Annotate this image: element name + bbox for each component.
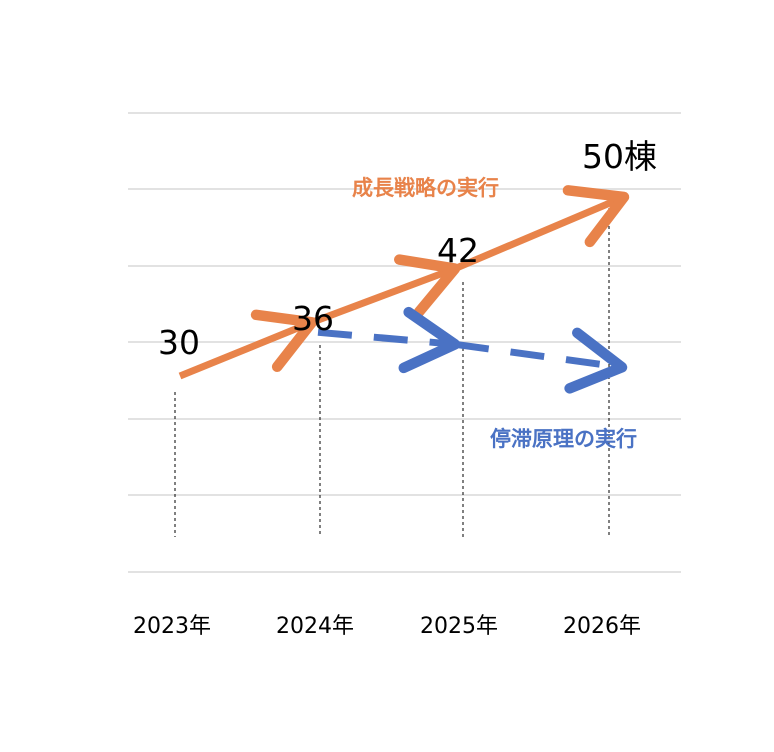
stagnation-arrow-2024-2025 [317,306,461,374]
x-axis-labels: 2023年 2024年 2025年 2026年 [133,614,641,639]
growth-arrow-2023-2024 [178,309,318,380]
value-labels: 30 36 42 50棟 [158,137,657,362]
drop-lines [174,196,610,537]
x-tick-label-2023: 2023年 [133,614,211,639]
series-labels: 成長戦略の実行 停滞原理の実行 [352,176,637,451]
series-label-stagnation: 停滞原理の実行 [490,427,637,451]
value-label-2024: 36 [292,299,334,338]
x-tick-label-2026: 2026年 [563,614,641,639]
stagnation-arrow-2025-2026 [454,327,628,394]
x-tick-label-2025: 2025年 [420,614,498,639]
series-growth-strategy [178,185,630,380]
x-tick-label-2024: 2024年 [276,614,354,639]
series-label-growth: 成長戦略の実行 [352,176,499,200]
value-label-2023: 30 [158,323,200,362]
series-stagnation-principle [317,306,628,394]
value-label-2025: 42 [437,231,479,270]
growth-arrow-2025-2026 [453,185,630,272]
growth-arrow-2024-2025 [310,254,461,326]
value-label-2026: 50棟 [582,137,657,176]
